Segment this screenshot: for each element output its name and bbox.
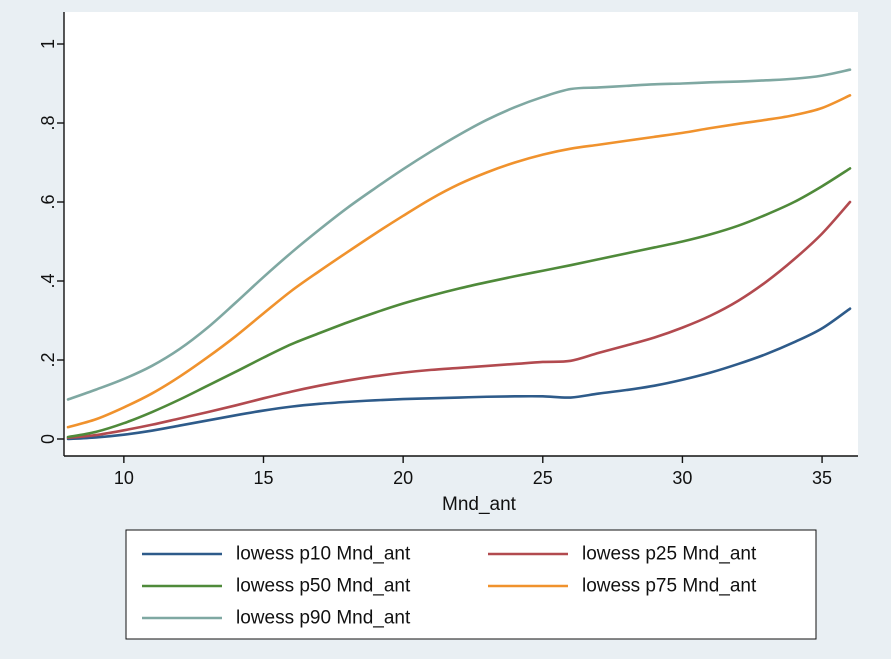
x-tick-label: 25	[533, 468, 553, 488]
y-tick-label: .2	[38, 352, 58, 367]
x-tick-label: 20	[393, 468, 413, 488]
series-line-5	[66, 68, 852, 401]
x-ticks: 10 15 20 25 30 35	[114, 456, 832, 488]
axes	[63, 12, 858, 457]
series-line-2	[66, 200, 852, 440]
x-tick-label: 10	[114, 468, 134, 488]
y-tick-label: .6	[38, 194, 58, 209]
series-line-3	[66, 167, 852, 439]
x-axis-title: Mnd_ant	[442, 494, 517, 515]
series-lines	[66, 68, 852, 441]
legend-label-3: lowess p50 Mnd_ant	[236, 576, 411, 597]
legend-box	[125, 529, 817, 640]
y-ticks: 0 .2 .4 .6 .8 1	[38, 39, 64, 444]
x-tick-label: 35	[812, 468, 832, 488]
x-tick-label: 30	[672, 468, 692, 488]
y-tick-label: 1	[38, 39, 58, 49]
series-line-4	[66, 94, 852, 429]
y-tick-label: .4	[38, 273, 58, 288]
legend-label-1: lowess p10 Mnd_ant	[236, 544, 411, 565]
legend: lowess p10 Mnd_ant lowess p25 Mnd_antlowe…	[125, 529, 817, 640]
series-line-1	[66, 307, 852, 441]
legend-label-5: lowess p90 Mnd_ant	[236, 608, 411, 629]
plot-area	[64, 12, 858, 456]
y-tick-label: 0	[38, 434, 58, 444]
y-tick-label: .8	[38, 115, 58, 130]
legend-label-2: lowess p25 Mnd_ant	[582, 544, 757, 565]
legend-label-4: lowess p75 Mnd_ant	[582, 576, 757, 597]
x-tick-label: 15	[253, 468, 273, 488]
